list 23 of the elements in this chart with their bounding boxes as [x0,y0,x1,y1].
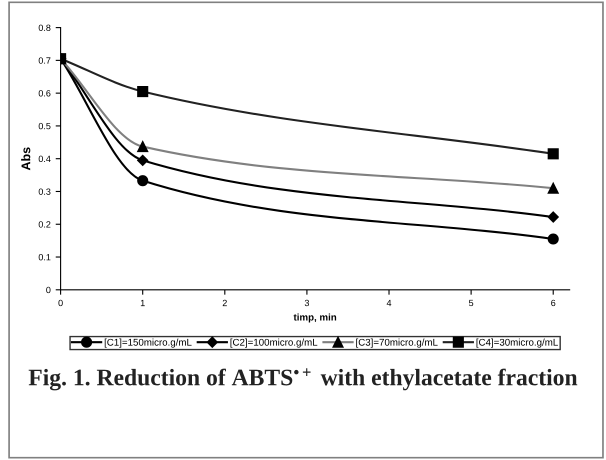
x-tick-label: 2 [222,300,227,306]
y-tick-label: 0.4 [38,156,51,162]
x-tick-label: 4 [386,300,392,306]
x-axis-title: timp, min [294,313,336,323]
legend-label: [C1]=150micro.g/mL [104,338,192,348]
x-tick-label: 6 [551,300,556,306]
y-tick-label: 0.8 [38,24,50,31]
y-tick-label: 0 [46,286,51,294]
x-tick-label: 5 [468,300,474,306]
y-tick-label: 0.3 [38,188,50,195]
y-axis-title: Abs [21,147,30,170]
legend-label: [C2]=100micro.g/mL [230,338,318,348]
y-tick-label: 0.2 [38,221,50,228]
legend-label: [C4]=30micro.g/mL [476,338,558,348]
caption: Fig. 1. Reduction of ABTS$^{•+}$ with ethylacetate fraction [28,368,578,390]
y-tick-label: 0.1 [38,254,50,260]
legend-label: [C3]=70micro.g/mL [356,338,438,348]
y-tick-label: 0.5 [38,122,50,130]
x-tick-label: 0 [58,300,63,306]
y-tick-label: 0.6 [38,90,50,97]
y-tick-label: 0.7 [38,57,50,64]
x-tick-label: 3 [304,300,310,306]
x-tick-label: 1 [140,300,145,306]
